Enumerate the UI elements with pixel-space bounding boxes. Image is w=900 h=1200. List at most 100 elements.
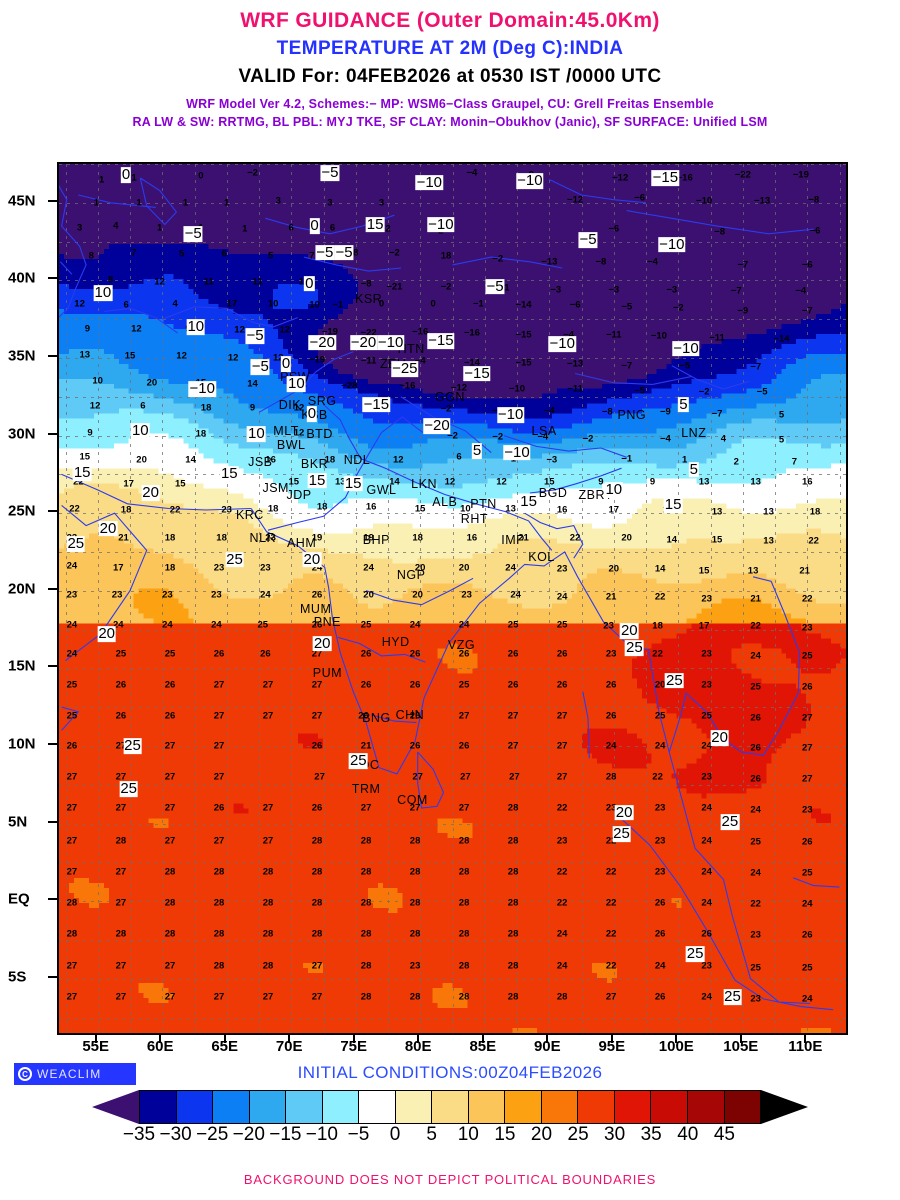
grid-value: 27 bbox=[557, 740, 568, 751]
grid-value: 1 bbox=[224, 197, 229, 208]
grid-value: 26 bbox=[655, 992, 666, 1003]
grid-value: 23 bbox=[221, 505, 232, 516]
contour-label: 20 bbox=[710, 730, 729, 747]
grid-value: 2 bbox=[734, 456, 739, 467]
grid-value: −3 bbox=[666, 284, 677, 295]
grid-value: 26 bbox=[655, 897, 666, 908]
grid-value: 12 bbox=[299, 276, 310, 287]
grid-value: 5 bbox=[779, 435, 784, 446]
grid-value: 24 bbox=[655, 961, 666, 972]
grid-value: 21 bbox=[606, 591, 617, 602]
grid-value: 27 bbox=[459, 711, 470, 722]
grid-value: −7 bbox=[712, 408, 723, 419]
grid-value: 25 bbox=[67, 680, 78, 691]
grid-value: 28 bbox=[606, 772, 617, 783]
grid-value: 28 bbox=[67, 928, 78, 939]
grid-value: 23 bbox=[701, 680, 712, 691]
city-label-LSA: LSA bbox=[532, 424, 557, 438]
city-label-MLT: MLT bbox=[273, 424, 299, 438]
grid-value: 28 bbox=[410, 928, 421, 939]
grid-value: 28 bbox=[361, 866, 372, 877]
lon-label-90E: 90E bbox=[534, 1038, 561, 1055]
temperature-map[interactable]: 1−10−2−4−9−12−16−22−191111333−12−6−10−13… bbox=[57, 162, 848, 1035]
colorbar-tick-5: −10 bbox=[306, 1124, 338, 1146]
grid-value: −6 bbox=[608, 224, 619, 235]
grid-value: −13 bbox=[541, 256, 557, 267]
lon-label-75E: 75E bbox=[340, 1038, 367, 1055]
grid-value: 5 bbox=[179, 249, 184, 260]
colorbar[interactable] bbox=[92, 1090, 808, 1124]
grid-value: 1 bbox=[157, 222, 162, 233]
grid-value: 28 bbox=[410, 897, 421, 908]
grid-value: 27 bbox=[361, 803, 372, 814]
grid-value: 24 bbox=[557, 928, 568, 939]
city-label-DIK: DIK bbox=[279, 398, 301, 412]
grid-value: 28 bbox=[459, 866, 470, 877]
grid-value: 10 bbox=[460, 503, 471, 514]
grid-value: 28 bbox=[263, 897, 274, 908]
city-label-LKN: LKN bbox=[411, 477, 437, 491]
colorbar-swatch-0 bbox=[139, 1090, 176, 1124]
city-label-BKR: BKR bbox=[301, 457, 328, 471]
grid-value: 24 bbox=[557, 961, 568, 972]
grid-value: 14 bbox=[667, 534, 678, 545]
grid-value: −6 bbox=[802, 259, 813, 270]
lon-tick bbox=[223, 1035, 226, 1043]
grid-value: 26 bbox=[165, 680, 176, 691]
grid-value: 23 bbox=[557, 564, 568, 575]
grid-value: −14 bbox=[515, 300, 531, 311]
grid-value: 23 bbox=[701, 649, 712, 660]
grid-value: 27 bbox=[214, 772, 225, 783]
grid-value: 1 bbox=[242, 224, 247, 235]
grid-value: 27 bbox=[165, 835, 176, 846]
grid-value: −2 bbox=[441, 281, 452, 292]
grid-value: 6 bbox=[330, 222, 335, 233]
grid-value: 27 bbox=[165, 803, 176, 814]
grid-value: 4 bbox=[113, 221, 118, 232]
grid-value: −11 bbox=[709, 332, 725, 343]
colorbar-swatch-7 bbox=[394, 1090, 432, 1124]
grid-value: 28 bbox=[459, 961, 470, 972]
lon-tick bbox=[159, 1035, 162, 1043]
grid-value: 12 bbox=[294, 427, 305, 438]
chart-header: WRF GUIDANCE (Outer Domain:45.0Km) TEMPE… bbox=[0, 0, 900, 129]
grid-value: −2 bbox=[673, 303, 684, 314]
grid-value: 24 bbox=[67, 619, 78, 630]
lat-tick bbox=[48, 432, 57, 435]
grid-value: 3 bbox=[276, 196, 281, 207]
contour-label: −10 bbox=[516, 173, 544, 189]
grid-value: 15 bbox=[712, 534, 723, 545]
grid-value: 10 bbox=[92, 376, 103, 387]
contour-label: 25 bbox=[720, 814, 740, 830]
grid-value: −11 bbox=[606, 329, 622, 340]
grid-value: −2 bbox=[247, 168, 258, 179]
grid-value: 28 bbox=[214, 866, 225, 877]
grid-value: 23 bbox=[260, 562, 271, 573]
colorbar-swatch-13 bbox=[613, 1090, 651, 1124]
grid-value: 18 bbox=[441, 250, 452, 261]
contour-label: −5 bbox=[485, 278, 505, 295]
contour-label: 15 bbox=[663, 497, 683, 514]
grid-value: 26 bbox=[116, 711, 127, 722]
grid-value: 14 bbox=[247, 379, 258, 390]
grid-value: 25 bbox=[802, 868, 813, 879]
grid-value: 24 bbox=[701, 835, 712, 846]
lon-tick bbox=[610, 1035, 613, 1043]
city-label-BNG: BNG bbox=[362, 711, 391, 725]
grid-value: −8 bbox=[714, 227, 725, 238]
contour-label: 25 bbox=[625, 640, 644, 657]
grid-value: 28 bbox=[459, 992, 470, 1003]
grid-value: 22 bbox=[557, 897, 568, 908]
colorbar-tick-13: 30 bbox=[604, 1124, 625, 1146]
grid-value: 14 bbox=[655, 564, 666, 575]
contour-label: 10 bbox=[287, 376, 306, 393]
model-config-line-1: WRF Model Ver 4.2, Schemes:− MP: WSM6−Cl… bbox=[0, 97, 900, 111]
city-label-COM: COM bbox=[397, 793, 428, 807]
grid-value: 27 bbox=[802, 713, 813, 724]
grid-value: 26 bbox=[214, 803, 225, 814]
contour-label: 25 bbox=[225, 552, 244, 568]
grid-value: 6 bbox=[456, 452, 461, 463]
grid-value: 18 bbox=[121, 505, 132, 516]
grid-value: 22 bbox=[655, 591, 666, 602]
grid-value: 27 bbox=[508, 711, 519, 722]
